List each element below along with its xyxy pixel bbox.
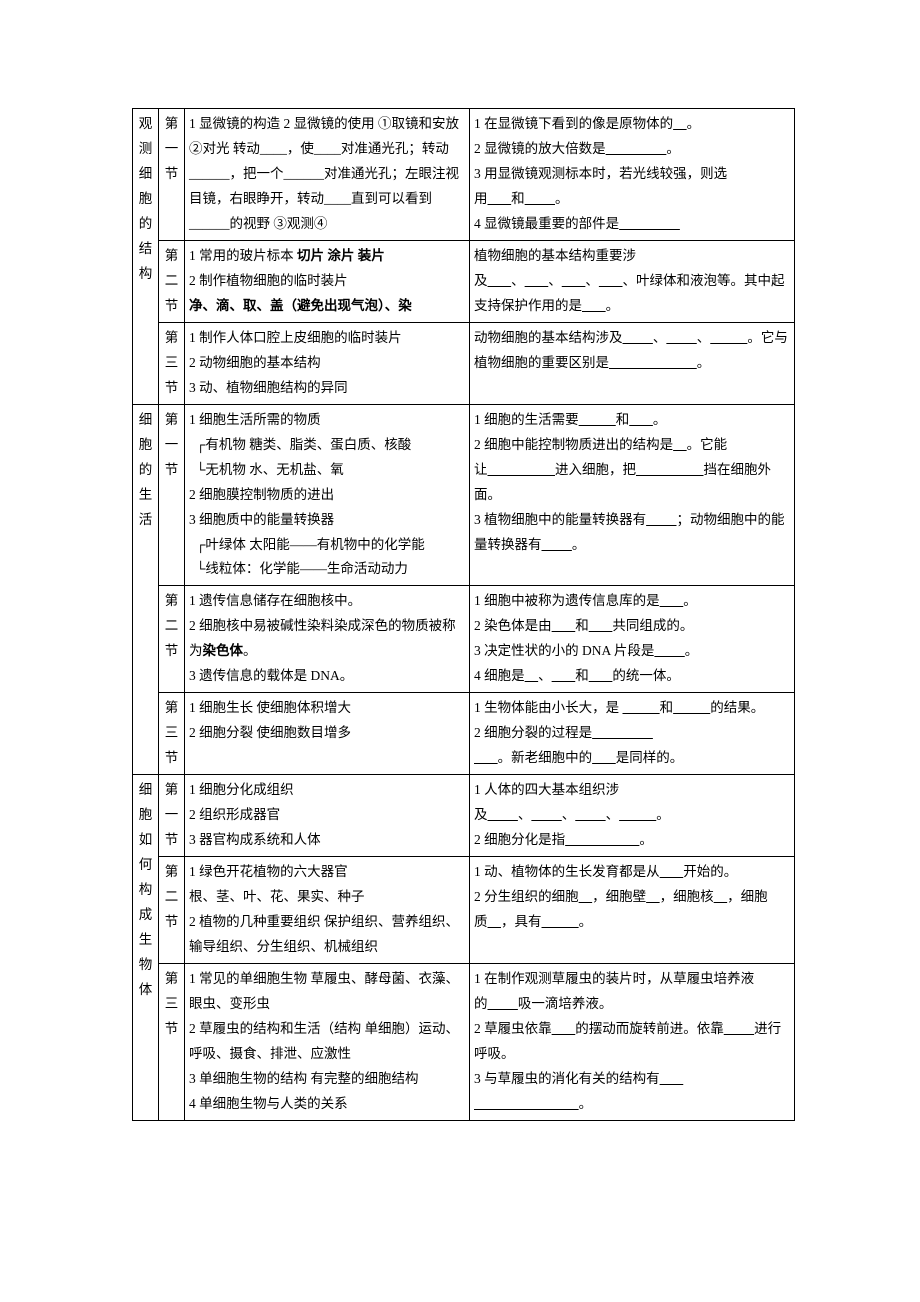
content-cell: 1 遗传信息储存在细胞核中。2 细胞核中易被碱性染料染成深色的物质被称为染色体。… <box>185 586 470 693</box>
questions-cell: 1 细胞的生活需要 和 。2 细胞中能控制物质进出的结构是 。它能让 进入细胞，… <box>470 404 795 586</box>
table-row: 第三节1 常见的单细胞生物 草履虫、酵母菌、衣藻、眼虫、变形虫2 草履虫的结构和… <box>133 964 795 1121</box>
content-cell: 1 制作人体口腔上皮细胞的临时装片2 动物细胞的基本结构3 动、植物细胞结构的异… <box>185 322 470 404</box>
content-cell: 1 显微镜的构造 2 显微镜的使用 ①取镜和安放 ②对光 转动____，使___… <box>185 109 470 241</box>
content-cell: 1 细胞生长 使细胞体积增大2 细胞分裂 使细胞数目增多 <box>185 693 470 775</box>
questions-cell: 动物细胞的基本结构涉及 、 、 。它与植物细胞的重要区别是 。 <box>470 322 795 404</box>
section-cell: 第三节 <box>159 322 185 404</box>
section-cell: 第一节 <box>159 775 185 857</box>
table-row: 观测细胞的结构第一节1 显微镜的构造 2 显微镜的使用 ①取镜和安放 ②对光 转… <box>133 109 795 241</box>
questions-cell: 1 生物体能由小长大，是 和 的结果。2 细胞分裂的过程是 。新老细胞中的 是同… <box>470 693 795 775</box>
section-cell: 第二节 <box>159 240 185 322</box>
table-row: 细胞的生活第一节1 细胞生活所需的物质 ┌有机物 糖类、脂类、蛋白质、核酸 └无… <box>133 404 795 586</box>
section-cell: 第二节 <box>159 586 185 693</box>
questions-cell: 1 人体的四大基本组织涉及 、 、 、 。2 细胞分化是指 。 <box>470 775 795 857</box>
table-row: 第二节1 遗传信息储存在细胞核中。2 细胞核中易被碱性染料染成深色的物质被称为染… <box>133 586 795 693</box>
content-cell: 1 绿色开花植物的六大器官根、茎、叶、花、果实、种子2 植物的几种重要组织 保护… <box>185 857 470 964</box>
table-row: 第三节1 细胞生长 使细胞体积增大2 细胞分裂 使细胞数目增多1 生物体能由小长… <box>133 693 795 775</box>
table-row: 细胞如何构成生物体第一节1 细胞分化成组织2 组织形成器官 3 器官构成系统和人… <box>133 775 795 857</box>
table-row: 第二节1 常用的玻片标本 切片 涂片 装片2 制作植物细胞的临时装片净、滴、取、… <box>133 240 795 322</box>
questions-cell: 植物细胞的基本结构重要涉及 、 、 、 、叶绿体和液泡等。其中起支持保护作用的是… <box>470 240 795 322</box>
content-cell: 1 细胞分化成组织2 组织形成器官 3 器官构成系统和人体 <box>185 775 470 857</box>
section-cell: 第二节 <box>159 857 185 964</box>
chapter-cell: 细胞的生活 <box>133 404 159 775</box>
section-cell: 第三节 <box>159 964 185 1121</box>
section-cell: 第一节 <box>159 109 185 241</box>
chapter-cell: 观测细胞的结构 <box>133 109 159 405</box>
table-row: 第三节1 制作人体口腔上皮细胞的临时装片2 动物细胞的基本结构3 动、植物细胞结… <box>133 322 795 404</box>
content-cell: 1 常见的单细胞生物 草履虫、酵母菌、衣藻、眼虫、变形虫2 草履虫的结构和生活（… <box>185 964 470 1121</box>
content-cell: 1 细胞生活所需的物质 ┌有机物 糖类、脂类、蛋白质、核酸 └无机物 水、无机盐… <box>185 404 470 586</box>
questions-cell: 1 在显微镜下看到的像是原物体的 。2 显微镜的放大倍数是 。3 用显微镜观测标… <box>470 109 795 241</box>
study-outline-table: 观测细胞的结构第一节1 显微镜的构造 2 显微镜的使用 ①取镜和安放 ②对光 转… <box>132 108 795 1121</box>
questions-cell: 1 细胞中被称为遗传信息库的是 。2 染色体是由 和 共同组成的。3 决定性状的… <box>470 586 795 693</box>
table-body: 观测细胞的结构第一节1 显微镜的构造 2 显微镜的使用 ①取镜和安放 ②对光 转… <box>133 109 795 1121</box>
table-row: 第二节1 绿色开花植物的六大器官根、茎、叶、花、果实、种子2 植物的几种重要组织… <box>133 857 795 964</box>
questions-cell: 1 在制作观测草履虫的装片时，从草履虫培养液的 吸一滴培养液。2 草履虫依靠 的… <box>470 964 795 1121</box>
section-cell: 第一节 <box>159 404 185 586</box>
content-cell: 1 常用的玻片标本 切片 涂片 装片2 制作植物细胞的临时装片净、滴、取、盖（避… <box>185 240 470 322</box>
chapter-cell: 细胞如何构成生物体 <box>133 775 159 1121</box>
section-cell: 第三节 <box>159 693 185 775</box>
questions-cell: 1 动、植物体的生长发育都是从 开始的。2 分生组织的细胞 ，细胞壁 ，细胞核 … <box>470 857 795 964</box>
